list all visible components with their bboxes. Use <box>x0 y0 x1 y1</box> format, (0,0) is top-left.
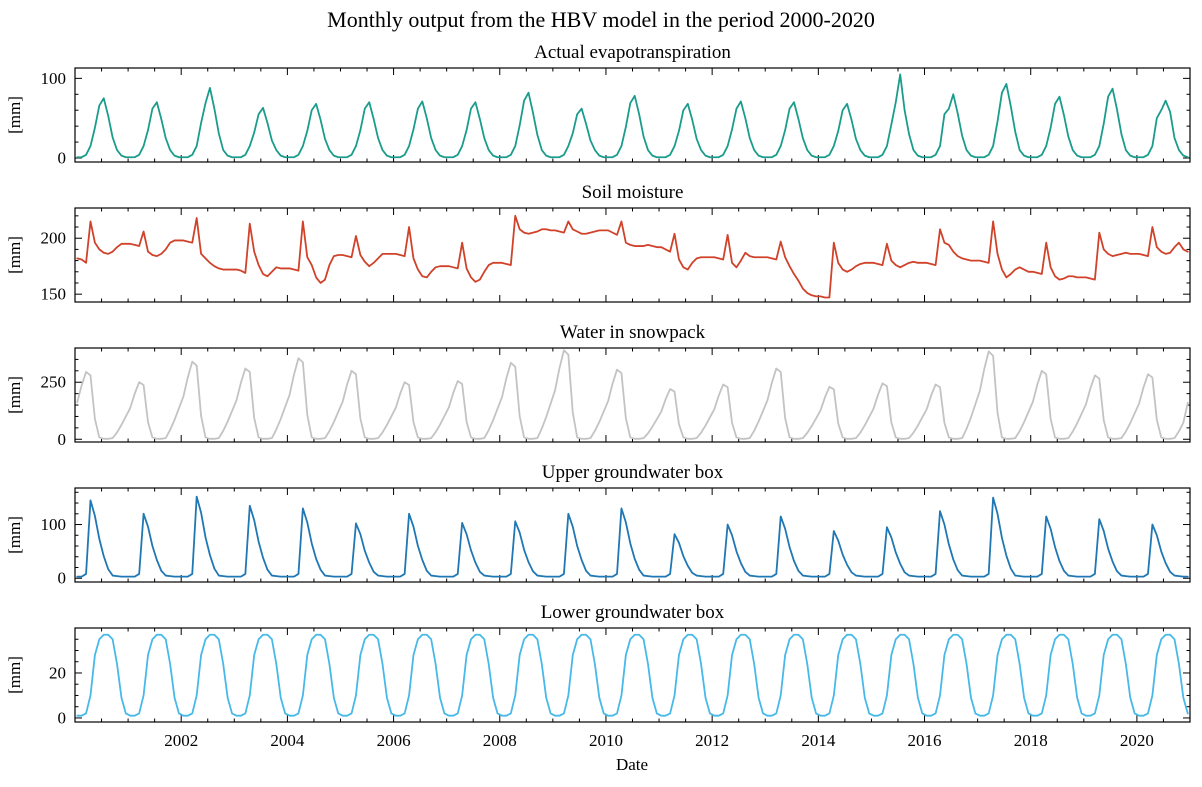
y-tick-label: 20 <box>49 663 66 682</box>
plot-frame <box>74 67 1191 163</box>
ticks <box>75 208 1190 302</box>
subplot-title: Water in snowpack <box>560 322 706 343</box>
subplots-group: Actual evapotranspiration [mm] 0 100 Soil mo… <box>5 42 1191 750</box>
x-tick-label: 2020 <box>1120 731 1154 750</box>
series-line-soil-moisture <box>76 214 1189 299</box>
y-tick-label: 150 <box>41 285 67 304</box>
x-tick-label: 2012 <box>695 731 729 750</box>
series-line-actual-evapotranspiration <box>76 73 1189 159</box>
subplot-water-in-snowpack: Water in snowpack [mm] 0 250 <box>5 322 1191 449</box>
ticks <box>75 488 1190 582</box>
x-tick-label: 2016 <box>908 731 942 750</box>
subplot-title: Lower groundwater box <box>541 602 725 623</box>
x-tick-label: 2018 <box>1014 731 1048 750</box>
series-line-upper-groundwater-box <box>76 495 1189 578</box>
subplot-actual-evapotranspiration: Actual evapotranspiration [mm] 0 100 <box>5 42 1191 168</box>
plot-frame <box>74 487 1191 583</box>
figure-title: Monthly output from the HBV model in the… <box>327 7 875 32</box>
y-tick-label: 250 <box>41 373 67 392</box>
y-axis-label: [mm] <box>5 236 24 274</box>
plot-frame <box>74 207 1191 303</box>
y-tick-label: 0 <box>58 149 67 168</box>
y-axis-label: [mm] <box>5 96 24 134</box>
series-line-lower-groundwater-box <box>76 633 1189 717</box>
x-tick-label: 2006 <box>377 731 411 750</box>
subplot-upper-groundwater-box: Upper groundwater box [mm] 0 100 <box>5 462 1191 588</box>
ticks <box>75 348 1190 442</box>
y-tick-label: 0 <box>58 430 67 449</box>
y-tick-label: 0 <box>58 708 67 727</box>
x-tick-label: 2014 <box>801 731 836 750</box>
subplot-title: Actual evapotranspiration <box>534 42 731 63</box>
y-axis-label: [mm] <box>5 376 24 414</box>
y-tick-label: 200 <box>41 229 67 248</box>
subplot-title: Upper groundwater box <box>542 462 724 483</box>
subplot-soil-moisture: Soil moisture [mm] 150 200 <box>5 182 1191 304</box>
ticks <box>75 628 1190 722</box>
plot-frame <box>74 627 1191 723</box>
x-tick-label: 2004 <box>270 731 305 750</box>
x-tick-label: 2008 <box>483 731 517 750</box>
ticks <box>75 68 1190 162</box>
x-tick-label: 2010 <box>589 731 623 750</box>
series-line-water-in-snowpack <box>76 349 1189 440</box>
x-axis-label: Date <box>616 755 648 774</box>
plot-frame <box>74 347 1191 443</box>
x-tick-label: 2002 <box>164 731 198 750</box>
y-axis-label: [mm] <box>5 656 24 694</box>
y-axis-label: [mm] <box>5 516 24 554</box>
subplot-lower-groundwater-box: Lower groundwater box [mm] 0 20 2002 2004 2006… <box>5 602 1191 750</box>
subplot-title: Soil moisture <box>582 182 684 203</box>
y-tick-label: 100 <box>41 515 67 534</box>
y-tick-label: 100 <box>41 69 67 88</box>
y-tick-label: 0 <box>58 569 67 588</box>
